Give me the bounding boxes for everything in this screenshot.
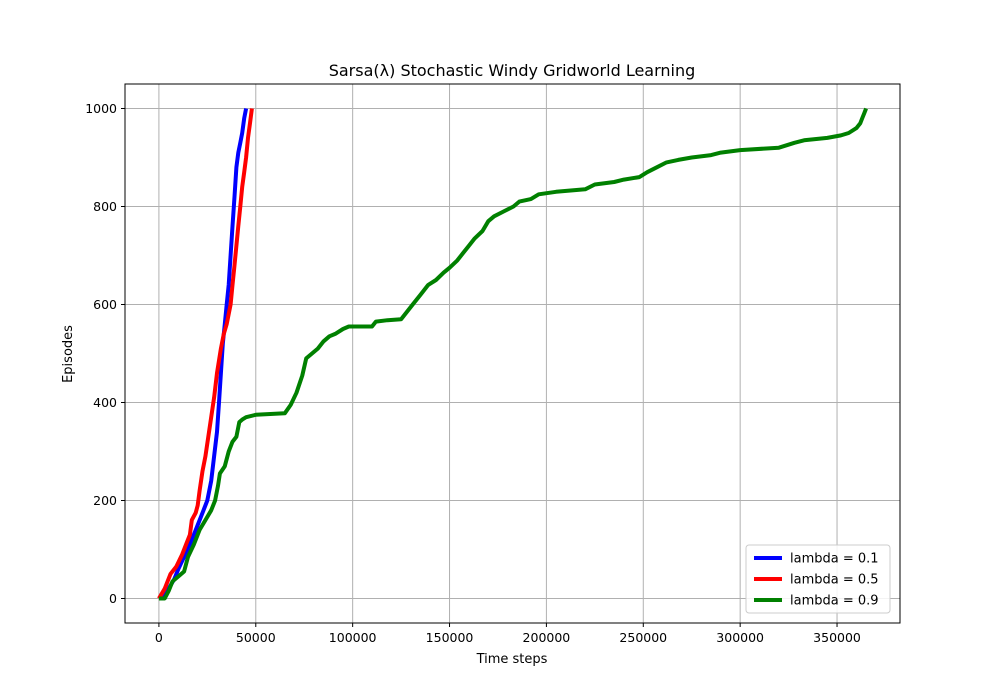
legend-label-2: lambda = 0.5 <box>790 573 879 588</box>
y-tick-label: 0 <box>109 591 117 606</box>
y-axis-label: Episodes <box>61 325 76 383</box>
series-layer <box>157 107 868 601</box>
x-tick-label: 200000 <box>523 630 571 645</box>
series-line-3 <box>158 107 868 601</box>
x-tick-label: 100000 <box>329 630 377 645</box>
chart-title: Sarsa(λ) Stochastic Windy Gridworld Lear… <box>329 61 696 80</box>
legend-box <box>745 544 891 614</box>
plot-frame <box>124 83 901 624</box>
x-tick-label: 150000 <box>426 630 474 645</box>
y-axis-ticks: 0 200 400 600 800 1000 <box>85 101 125 606</box>
x-axis-ticks: 0 50000 100000 150000 200000 250000 300000 3500… <box>155 623 861 645</box>
y-tick-label: 800 <box>93 199 117 214</box>
y-tick-label: 200 <box>93 493 117 508</box>
x-tick-label: 50000 <box>236 630 276 645</box>
series-line-2 <box>157 108 254 600</box>
grid <box>125 84 900 623</box>
x-tick-label: 250000 <box>619 630 667 645</box>
y-tick-label: 400 <box>93 395 117 410</box>
y-tick-label: 1000 <box>85 101 117 116</box>
legend-label-1: lambda = 0.1 <box>790 552 879 567</box>
series-line-1 <box>157 108 249 601</box>
x-tick-label: 0 <box>155 630 163 645</box>
plot-area <box>124 83 901 624</box>
x-tick-label: 300000 <box>716 630 764 645</box>
y-tick-label: 600 <box>93 297 117 312</box>
legend-label-3: lambda = 0.9 <box>790 594 879 609</box>
x-tick-label: 350000 <box>813 630 861 645</box>
x-axis-label: Time steps <box>476 652 548 667</box>
legend: lambda = 0.1 lambda = 0.5 lambda = 0.9 <box>745 544 891 614</box>
